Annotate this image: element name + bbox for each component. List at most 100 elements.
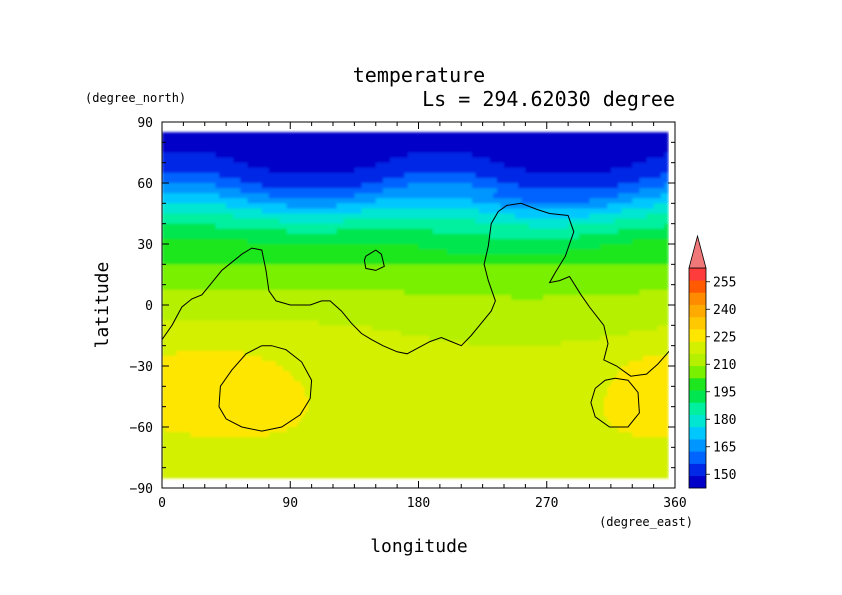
- field-cell: [511, 193, 516, 199]
- field-cell: [286, 223, 291, 230]
- field-cell: [407, 203, 412, 210]
- field-cell: [418, 213, 423, 220]
- field-cell: [568, 233, 573, 240]
- field-cell: [518, 177, 523, 184]
- field-cell: [229, 137, 234, 143]
- field-cell: [635, 157, 640, 164]
- field-cell: [578, 238, 583, 245]
- field-cell: [475, 264, 480, 271]
- field-cell: [518, 299, 523, 306]
- field-cell: [511, 274, 516, 281]
- field-cell: [493, 137, 498, 143]
- field-cell: [425, 238, 430, 245]
- field-cell: [333, 162, 338, 169]
- field-cell: [372, 305, 377, 311]
- field-cell: [393, 269, 398, 276]
- field-cell: [240, 183, 245, 189]
- field-cell: [653, 249, 658, 255]
- field-cell: [411, 198, 416, 204]
- field-cell: [222, 132, 227, 138]
- field-cell: [390, 183, 395, 189]
- field-cell: [596, 203, 601, 210]
- field-cell: [176, 254, 181, 260]
- field-cell: [539, 254, 544, 260]
- field-cell: [379, 147, 384, 154]
- field-cell: [582, 188, 587, 194]
- field-cell: [343, 203, 348, 210]
- field-cell: [585, 147, 591, 154]
- field-cell: [642, 198, 648, 204]
- field-cell: [571, 238, 576, 245]
- field-cell: [411, 274, 416, 281]
- field-cell: [539, 279, 544, 286]
- field-cell: [432, 177, 437, 184]
- field-cell: [450, 259, 455, 265]
- field-cell: [219, 203, 224, 210]
- field-cell: [507, 254, 512, 260]
- field-cell: [507, 233, 512, 240]
- field-cell: [561, 152, 566, 159]
- field-cell: [422, 213, 427, 220]
- field-cell: [329, 228, 334, 235]
- field-cell: [311, 228, 316, 235]
- field-cell: [197, 269, 202, 276]
- field-cell: [290, 137, 295, 143]
- field-cell: [226, 213, 231, 220]
- field-cell: [258, 167, 263, 174]
- field-cell: [475, 294, 480, 301]
- field-cell: [429, 203, 434, 210]
- field-cell: [308, 264, 313, 271]
- field-cell: [429, 279, 434, 286]
- field-cell: [543, 198, 548, 204]
- field-cell: [664, 223, 669, 230]
- field-cell: [204, 152, 209, 159]
- field-cell: [183, 294, 188, 301]
- field-cell: [354, 213, 359, 220]
- field-cell: [500, 244, 505, 250]
- field-cell: [532, 167, 537, 174]
- field-cell: [596, 177, 601, 184]
- field-cell: [340, 142, 345, 149]
- field-cell: [333, 274, 338, 281]
- field-cell: [361, 269, 366, 276]
- field-cell: [553, 147, 559, 154]
- field-cell: [657, 188, 662, 194]
- field-cell: [172, 249, 177, 255]
- field-cell: [251, 172, 256, 179]
- field-cell: [461, 137, 466, 143]
- field-cell: [375, 284, 380, 291]
- field-cell: [382, 203, 388, 210]
- field-cell: [507, 183, 512, 189]
- field-cell: [493, 299, 498, 306]
- field-cell: [254, 167, 259, 174]
- field-cell: [603, 188, 608, 194]
- field-cell: [268, 213, 274, 220]
- field-cell: [219, 188, 224, 194]
- field-cell: [194, 254, 199, 260]
- field-cell: [625, 137, 630, 143]
- field-cell: [496, 162, 502, 169]
- field-cell: [561, 157, 566, 164]
- field-cell: [504, 132, 509, 138]
- field-cell: [272, 183, 277, 189]
- field-cell: [439, 284, 445, 291]
- field-cell: [208, 238, 213, 245]
- field-cell: [382, 299, 388, 306]
- field-cell: [603, 162, 608, 169]
- field-cell: [664, 157, 669, 164]
- field-cell: [354, 188, 359, 194]
- field-cell: [268, 193, 274, 199]
- field-cell: [400, 249, 405, 255]
- field-cell: [208, 289, 213, 296]
- field-cell: [610, 299, 616, 306]
- field-cell: [454, 177, 459, 184]
- field-cell: [325, 218, 331, 225]
- field-cell: [322, 203, 327, 210]
- field-cell: [165, 137, 170, 143]
- field-cell: [471, 203, 477, 210]
- field-cell: [311, 223, 316, 230]
- field-cell: [439, 208, 445, 215]
- field-cell: [436, 294, 441, 301]
- field-cell: [585, 172, 591, 179]
- field-cell: [571, 132, 576, 138]
